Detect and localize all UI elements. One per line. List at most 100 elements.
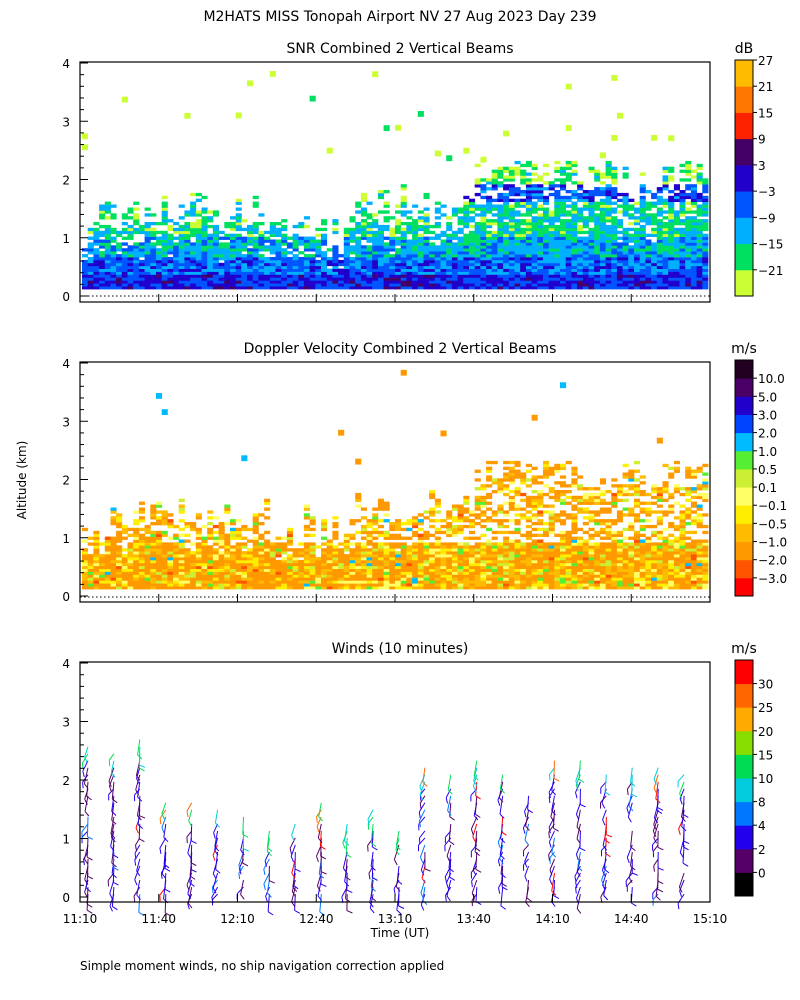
heatmap-cell bbox=[503, 277, 510, 281]
heatmap-cell bbox=[685, 239, 692, 243]
heatmap-cell bbox=[190, 522, 197, 526]
heatmap-cell bbox=[434, 236, 441, 240]
heatmap-cell bbox=[634, 251, 641, 255]
heatmap-cell bbox=[133, 216, 140, 220]
heatmap-cell bbox=[685, 216, 692, 220]
heatmap-cell bbox=[514, 571, 521, 575]
heatmap-cell bbox=[224, 557, 231, 561]
heatmap-cell bbox=[104, 283, 111, 287]
heatmap-cell bbox=[110, 251, 117, 255]
heatmap-cell bbox=[133, 254, 140, 258]
heatmap-cell bbox=[537, 224, 544, 229]
heatmap-cell bbox=[395, 542, 402, 546]
heatmap-cell bbox=[400, 571, 407, 575]
heatmap-cell bbox=[514, 248, 521, 252]
heatmap-cell bbox=[696, 257, 703, 261]
heatmap-cell bbox=[480, 259, 487, 264]
heatmap-cell bbox=[503, 178, 510, 182]
heatmap-cell bbox=[486, 251, 493, 255]
heatmap-cell bbox=[696, 219, 703, 223]
heatmap-cell bbox=[491, 175, 498, 179]
heatmap-cell bbox=[702, 233, 709, 238]
heatmap-cell bbox=[440, 283, 447, 287]
heatmap-cell bbox=[377, 571, 384, 575]
heatmap-cell bbox=[212, 248, 219, 252]
heatmap-cell bbox=[474, 230, 481, 235]
heatmap-cell bbox=[486, 586, 493, 590]
heatmap-cell bbox=[326, 268, 333, 272]
heatmap-cell bbox=[190, 283, 197, 287]
heatmap-cell bbox=[480, 548, 487, 552]
heatmap-cell bbox=[548, 181, 555, 185]
heatmap-cell bbox=[508, 475, 515, 479]
heatmap-cell bbox=[463, 195, 470, 200]
heatmap-cell bbox=[651, 192, 658, 197]
heatmap-cell bbox=[696, 222, 703, 226]
heatmap-cell bbox=[696, 239, 703, 243]
heatmap-cell bbox=[417, 577, 424, 581]
heatmap-cell bbox=[252, 554, 259, 558]
heatmap-cell bbox=[599, 219, 606, 223]
heatmap-cell bbox=[395, 219, 402, 223]
heatmap-cell bbox=[281, 562, 288, 567]
heatmap-cell bbox=[161, 513, 168, 517]
heatmap-cell bbox=[138, 280, 145, 284]
heatmap-cell bbox=[537, 557, 544, 561]
heatmap-cell bbox=[486, 583, 493, 587]
heatmap-cell bbox=[184, 283, 191, 287]
heatmap-cell bbox=[184, 548, 191, 552]
heatmap-cell bbox=[292, 248, 299, 252]
heatmap-cell bbox=[497, 259, 504, 264]
heatmap-cell bbox=[110, 510, 117, 514]
heatmap-cell bbox=[133, 536, 140, 540]
heatmap-cell bbox=[121, 254, 128, 258]
heatmap-cell bbox=[446, 259, 453, 264]
heatmap-cell bbox=[207, 236, 214, 240]
heatmap-cell bbox=[87, 271, 94, 275]
heatmap-cell bbox=[514, 160, 521, 165]
heatmap-cell bbox=[594, 224, 601, 229]
heatmap-cell bbox=[497, 559, 504, 564]
heatmap-cell bbox=[150, 574, 157, 578]
heatmap-cell bbox=[292, 262, 299, 267]
heatmap-cell bbox=[508, 568, 515, 572]
heatmap-cell bbox=[662, 274, 669, 278]
heatmap-cell bbox=[264, 283, 271, 287]
heatmap-cell bbox=[224, 507, 231, 511]
heatmap-cell bbox=[440, 571, 447, 575]
heatmap-cell bbox=[560, 224, 567, 229]
heatmap-cell bbox=[167, 586, 174, 590]
heatmap-cell bbox=[469, 198, 476, 203]
heatmap-cell bbox=[406, 259, 413, 264]
heatmap-cell bbox=[167, 219, 174, 223]
heatmap-cell bbox=[184, 213, 191, 217]
heatmap-cell bbox=[235, 239, 242, 243]
heatmap-cell bbox=[662, 280, 669, 284]
heatmap-cell bbox=[645, 219, 652, 223]
heatmap-cell bbox=[463, 498, 470, 503]
heatmap-cell bbox=[497, 236, 504, 240]
heatmap-cell bbox=[543, 210, 550, 214]
heatmap-cell bbox=[150, 251, 157, 255]
heatmap-cell bbox=[127, 286, 134, 290]
heatmap-cell bbox=[605, 192, 612, 197]
heatmap-cell bbox=[235, 257, 242, 261]
heatmap-cell bbox=[116, 268, 123, 272]
heatmap-cell bbox=[360, 207, 367, 211]
heatmap-cell bbox=[520, 227, 527, 232]
heatmap-cell bbox=[417, 586, 424, 590]
heatmap-cell bbox=[423, 224, 430, 229]
heatmap-cell bbox=[138, 539, 145, 543]
heatmap-cell bbox=[247, 554, 254, 558]
heatmap-cell bbox=[554, 554, 561, 558]
heatmap-cell bbox=[332, 286, 339, 290]
heatmap-cell bbox=[622, 233, 629, 238]
heatmap-cell bbox=[531, 562, 538, 567]
heatmap-cell bbox=[377, 233, 384, 238]
heatmap-cell bbox=[594, 169, 601, 173]
heatmap-cell bbox=[446, 557, 453, 561]
heatmap-cell bbox=[207, 516, 214, 520]
heatmap-cell bbox=[560, 551, 567, 555]
heatmap-cell bbox=[560, 178, 567, 182]
heatmap-cell bbox=[656, 259, 663, 264]
